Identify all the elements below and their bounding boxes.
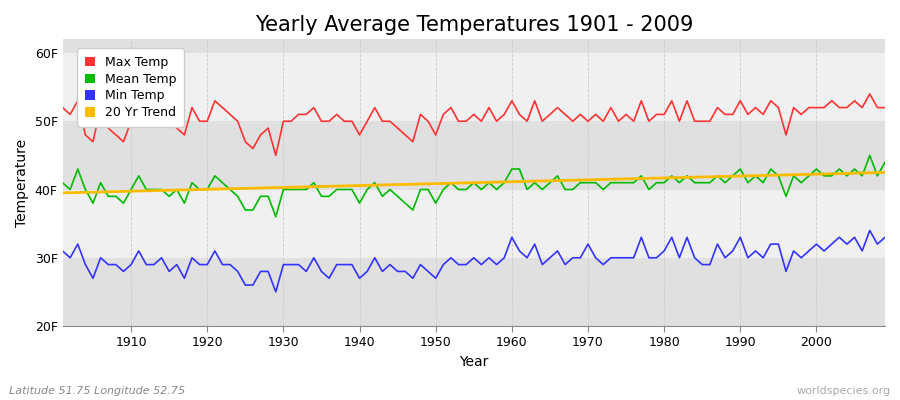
Bar (62, 258, 885, 326)
Bar (62, 53, 885, 121)
Bar (62, 190, 885, 258)
Text: worldspecies.org: worldspecies.org (796, 386, 891, 396)
Y-axis label: Temperature: Temperature (15, 139, 29, 227)
Bar (62, 0, 885, 53)
Title: Yearly Average Temperatures 1901 - 2009: Yearly Average Temperatures 1901 - 2009 (255, 15, 693, 35)
Text: Latitude 51.75 Longitude 52.75: Latitude 51.75 Longitude 52.75 (9, 386, 185, 396)
Legend: Max Temp, Mean Temp, Min Temp, 20 Yr Trend: Max Temp, Mean Temp, Min Temp, 20 Yr Tre… (77, 48, 184, 127)
Bar (62, 121, 885, 190)
X-axis label: Year: Year (459, 355, 489, 369)
